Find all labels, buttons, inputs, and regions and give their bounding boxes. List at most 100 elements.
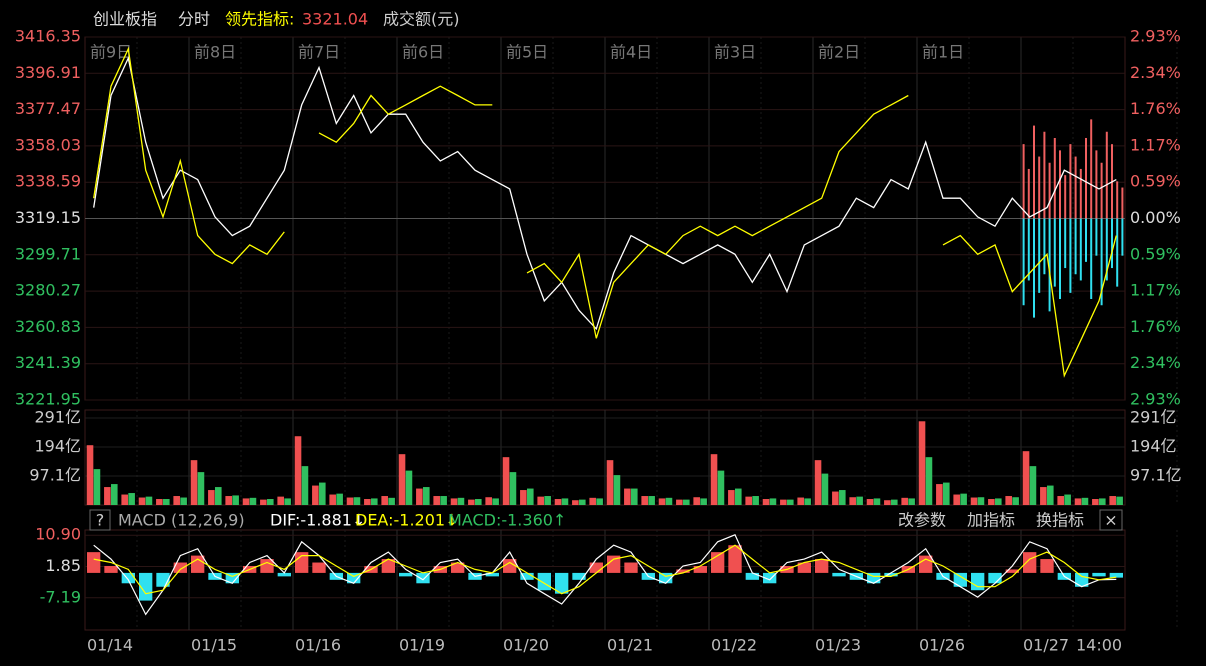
volume-bar [710, 454, 718, 505]
volume-bar [312, 485, 319, 505]
volume-bar [1057, 496, 1064, 505]
volume-bar [866, 499, 874, 505]
y2-tick-label: 2.34% [1130, 353, 1181, 372]
macd-bar [1040, 559, 1054, 573]
macd-bar [225, 572, 239, 584]
volume-bar [648, 496, 655, 505]
indicator-button[interactable]: 换指标 [1036, 511, 1084, 530]
volume-bar [537, 496, 544, 505]
volume-bar [735, 488, 742, 505]
y-tick-label-right: 291亿 [1130, 408, 1177, 427]
volume-bar [873, 498, 881, 505]
y-tick-label-right: 97.1亿 [1130, 465, 1182, 484]
macd-line [93, 534, 1117, 616]
volume-bar [197, 472, 205, 505]
volume-bar [520, 490, 527, 505]
date-label: 14:00 [1076, 636, 1122, 655]
y-tick-label: 3299.71 [15, 244, 81, 263]
volume-bar [544, 496, 551, 505]
macd-bar [381, 559, 395, 573]
y-tick-label: 3280.27 [15, 281, 81, 300]
indicator-button[interactable]: 改参数 [898, 511, 946, 530]
help-box[interactable] [89, 509, 111, 531]
macd-bar [416, 572, 430, 584]
y-tick-label-right: 194亿 [1130, 437, 1177, 456]
volume-bar [676, 499, 683, 505]
y2-tick-label: 0.59% [1130, 245, 1181, 264]
macd-header-dea: DEA:-1.201↓ [355, 511, 458, 530]
volume-bar [953, 494, 960, 505]
macd-bar [121, 572, 135, 584]
volume-bar [936, 484, 943, 505]
volume-bar [1116, 496, 1123, 505]
volume-bar [457, 497, 465, 505]
y-tick-label: 3377.47 [15, 99, 81, 118]
macd-bar [572, 572, 586, 580]
volume-bar [128, 493, 135, 505]
volume-bar [1040, 487, 1047, 505]
y-tick-label: -7.19 [40, 587, 81, 606]
volume-bar [769, 498, 777, 505]
volume-bar [561, 498, 569, 505]
volume-bar [839, 490, 846, 505]
day-label: 前7日 [298, 43, 340, 62]
macd-bar [867, 572, 881, 584]
header-text: 领先指标: [225, 10, 294, 29]
volume-bar [849, 497, 856, 505]
macd-header-macd: MACD:-1.360↑ [448, 511, 566, 530]
macd-bar [347, 572, 361, 584]
date-label: 01/14 [87, 636, 133, 655]
volume-bar [925, 457, 933, 505]
y-tick-label: 3396.91 [15, 63, 81, 82]
volume-bar [1081, 497, 1089, 505]
date-label: 01/27 [1023, 636, 1069, 655]
help-icon[interactable]: ? [96, 511, 105, 530]
price-line [93, 46, 1117, 378]
volume-bar [901, 497, 908, 505]
y2-tick-label: 0.59% [1130, 171, 1181, 190]
volume-bar [138, 497, 146, 505]
volume-bar [804, 498, 811, 505]
volume-bar [336, 493, 343, 505]
y-tick-label: 3358.03 [15, 135, 81, 154]
y-tick-label: 3260.83 [15, 317, 81, 336]
volume-bar [86, 445, 94, 505]
indicator-button[interactable]: 加指标 [967, 511, 1015, 530]
volume-bar [606, 460, 614, 505]
volume-bar [613, 475, 621, 505]
day-label: 前5日 [506, 43, 548, 62]
volume-bar [658, 498, 666, 505]
macd-bar [589, 562, 603, 573]
volume-bar [631, 488, 638, 505]
volume-bar [260, 499, 267, 505]
volume-bar [284, 498, 291, 505]
volume-bar [1092, 499, 1099, 505]
date-label: 01/23 [815, 636, 861, 655]
volume-bar [450, 498, 458, 505]
volume-bar [423, 487, 430, 505]
close-box[interactable] [1099, 509, 1123, 531]
volume-bar [908, 498, 915, 505]
volume-bar [1109, 496, 1116, 505]
volume-bar [405, 470, 413, 505]
volume-bar [319, 482, 326, 505]
volume-bar [440, 496, 447, 505]
y2-tick-label: 1.17% [1130, 280, 1181, 299]
volume-bar [173, 496, 180, 505]
volume-bar [960, 493, 967, 505]
price-line [93, 56, 1117, 331]
volume-bar [145, 496, 153, 505]
volume-bar [693, 497, 700, 505]
close-button[interactable]: × [1104, 511, 1117, 530]
macd-bar [745, 572, 759, 580]
date-label: 01/15 [191, 636, 237, 655]
y-tick-label: 3338.59 [15, 172, 81, 191]
macd-line [93, 544, 1117, 595]
volume-bar [301, 466, 309, 505]
volume-bar [797, 497, 804, 505]
volume-bar [232, 495, 239, 505]
volume-bar [554, 499, 562, 505]
day-label: 前6日 [402, 43, 444, 62]
volume-bar [717, 470, 725, 505]
